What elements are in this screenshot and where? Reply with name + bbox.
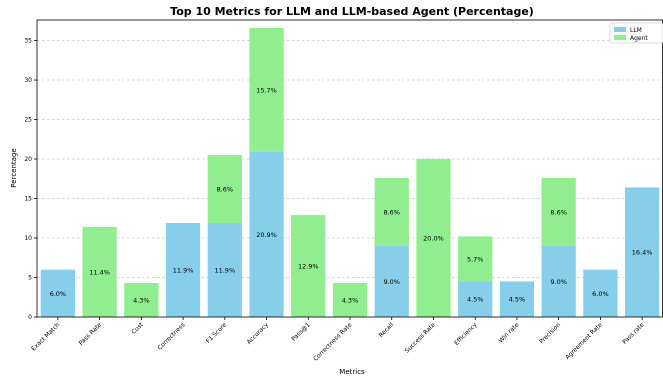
x-tick-label: Success Rate (404, 321, 437, 354)
y-tick-label: 35 (24, 38, 32, 45)
bar-value-label: 5.7% (467, 255, 484, 263)
y-tick-label: 15 (24, 196, 32, 203)
bar-value-label: 11.9% (214, 267, 235, 275)
bar-value-label: 9.0% (383, 278, 400, 286)
x-tick-label: Pass@1 (290, 321, 311, 342)
x-tick-label: Recall (378, 321, 396, 339)
bar-value-label: 12.9% (298, 263, 319, 271)
bar-agent-precision (541, 177, 576, 246)
bar-agent-f1-score (207, 155, 242, 224)
bar-value-label: 16.4% (632, 249, 653, 257)
y-tick-label: 25 (24, 117, 32, 124)
bar-agent-pass-rate (82, 226, 117, 317)
x-tick-label: F1 Score (205, 321, 229, 345)
bar-agent-success-rate (416, 159, 451, 317)
bar-value-label: 8.6% (383, 208, 400, 216)
bar-value-label: 4.5% (509, 296, 526, 304)
bar-agent-cost (124, 283, 159, 317)
bar-llm-agreement-rate (583, 269, 618, 317)
x-tick-label: Cost (130, 321, 145, 336)
x-tick-label: Pass rate (621, 321, 646, 346)
bar-value-label: 11.9% (173, 267, 194, 275)
legend-label-agent: Agent (630, 35, 648, 42)
bar-agent-correctness-rate (332, 283, 368, 317)
bar-value-label: 8.6% (217, 186, 234, 194)
y-tick-label: 30 (24, 77, 32, 84)
bar-agent-accuracy (249, 27, 284, 152)
bars (40, 27, 660, 317)
x-axis-title: Metrics (339, 368, 365, 376)
y-tick-label: 20 (24, 156, 32, 163)
x-tick-label: Correctness (156, 321, 186, 351)
bar-value-label: 8.6% (550, 208, 567, 216)
x-tick-label: Exact Match (30, 321, 61, 352)
legend-label-llm: LLM (630, 27, 642, 34)
data-labels: 6.0% 11.4% 4.3% 11.9% 11.9% 8.6% 20.9% 15.7% 12.… (50, 86, 653, 304)
bar-llm-exact-match (40, 269, 75, 317)
y-tick-label: 10 (24, 235, 32, 242)
x-tick-label: Agreement Rate (564, 321, 604, 361)
bar-value-label: 20.9% (256, 231, 277, 239)
bar-agent-pass-1 (291, 215, 326, 317)
bar-llm-recall (374, 245, 409, 317)
bar-value-label: 6.0% (592, 290, 609, 298)
bar-llm-accuracy (249, 151, 284, 317)
bar-llm-win-rate (499, 281, 535, 317)
bar-llm-f1-score (207, 223, 242, 317)
bar-value-label: 9.0% (550, 278, 567, 286)
legend-swatch-llm (614, 27, 626, 32)
x-tick-label: Accuracy (246, 321, 271, 346)
y-tick-label: 0 (28, 314, 32, 321)
x-tick-label: Efficiency (453, 321, 479, 347)
bar-agent-efficiency (458, 236, 493, 282)
bar-value-label: 6.0% (50, 290, 67, 298)
y-axis-title: Percentage (10, 148, 18, 187)
x-tick-label: Win rate (497, 321, 520, 344)
bar-value-label: 4.5% (467, 296, 484, 304)
y-tick-label: 5 (28, 275, 32, 282)
x-tick-label: Precision (538, 321, 562, 345)
bar-value-label: 11.4% (89, 268, 110, 276)
bar-llm-correctness (165, 223, 201, 317)
bar-value-label: 20.0% (423, 235, 444, 243)
bar-value-label: 15.7% (256, 86, 277, 94)
bar-llm-pass-rate (625, 187, 660, 317)
bar-llm-efficiency (458, 281, 493, 317)
bar-value-label: 4.3% (133, 297, 150, 305)
chart-title: Top 10 Metrics for LLM and LLM-based Age… (170, 5, 534, 18)
bar-llm-precision (541, 245, 576, 317)
bar-agent-recall (374, 177, 409, 246)
legend-swatch-agent (614, 35, 626, 40)
x-tick-label: Correctness Rate (312, 321, 353, 362)
bar-value-label: 4.3% (342, 297, 359, 305)
x-tick-label: Pass Rate (78, 321, 104, 347)
